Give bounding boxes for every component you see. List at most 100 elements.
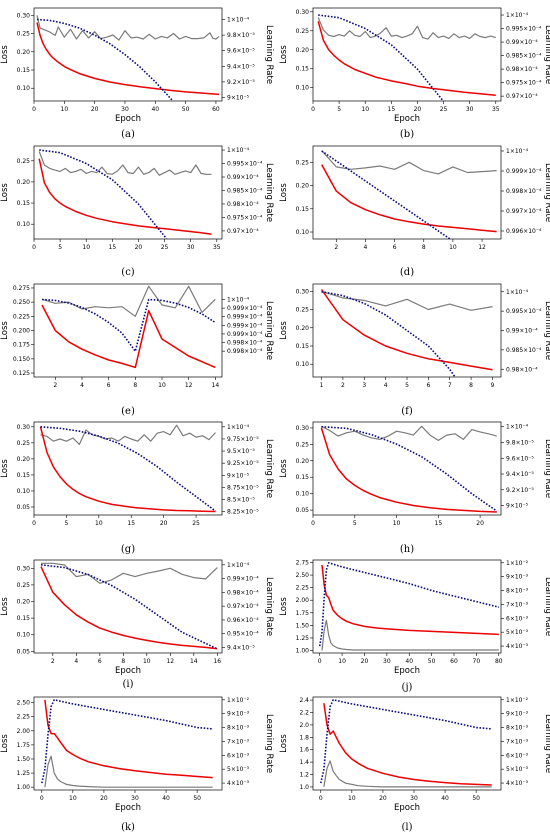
y-tick-label: 1.50 [296, 622, 310, 629]
x-tick-label: 0 [318, 658, 322, 665]
x-tick-label: 12 [166, 658, 174, 665]
y-tick-label: 0.05 [17, 504, 31, 511]
y2-axis-label: Learning Rate [543, 301, 550, 360]
y-tick-label: 0.20 [296, 325, 310, 332]
y-tick-label: 1.6 [299, 747, 309, 754]
series-line-loss-red [323, 703, 492, 786]
series-line-loss-gray [323, 760, 492, 788]
y-tick-label: 1.50 [17, 756, 31, 763]
y2-tick-label: 5×10⁻³ [506, 629, 529, 636]
x-tick-label: 15 [435, 520, 443, 527]
panel-label: (k) [121, 822, 135, 833]
x-tick-label: 6 [98, 658, 102, 665]
y-tick-label: 0.20 [296, 47, 310, 54]
y2-tick-label: 6×10⁻³ [506, 752, 529, 759]
x-tick-label: 20 [361, 658, 369, 665]
y2-tick-label: 1×10⁻⁴ [227, 17, 250, 24]
x-tick-label: 20 [379, 795, 387, 802]
y2-tick-label: 0.975×10⁻⁴ [227, 214, 263, 221]
chart-panel: 2 4 6 8 10 12 0.10 0.15 0.20 0.25 0.996×10⁻⁴ 0.997×… [279, 145, 550, 278]
chart-panel: 2 4 6 8 10 12 14 0.125 0.150 0.175 0.200 0.225 0.250… [0, 283, 274, 417]
y2-tick-label: 0.997×10⁻⁴ [506, 208, 542, 215]
x-tick-label: 50 [472, 795, 480, 802]
x-tick-label: 14 [190, 658, 198, 665]
series-line-loss-red [321, 564, 499, 636]
y-tick-label: 0.15 [296, 66, 310, 73]
y-tick-label: 0.25 [17, 31, 31, 38]
panel-label: (i) [122, 679, 133, 690]
panel-label: (b) [400, 129, 414, 140]
x-tick-label: 2 [53, 382, 57, 389]
y-tick-label: 1.8 [299, 734, 309, 741]
y-tick-label: 0.10 [17, 488, 31, 495]
series-line-learning-rate [321, 290, 456, 377]
series-line-loss-red [320, 289, 493, 371]
y-tick-label: 0.20 [17, 456, 31, 463]
x-axis-label: Epoch [115, 803, 141, 813]
chart-panel: 0 10 20 30 40 50 60 70 80 1.00 1.25 1.50 1.75 2.00 2.2… [279, 560, 550, 693]
x-tick-label: 0 [32, 244, 36, 251]
y2-axis-label: Learning Rate [264, 439, 274, 498]
x-axis-label: Epoch [394, 803, 420, 813]
x-tick-label: 0 [40, 795, 44, 802]
x-tick-label: 5 [405, 382, 409, 389]
x-tick-label: 8 [121, 658, 125, 665]
series-line-loss-gray [44, 755, 213, 788]
y-axis-label: Loss [0, 183, 10, 202]
x-tick-label: 50 [182, 106, 190, 113]
y2-tick-label: 9.5×10⁻⁵ [227, 448, 255, 455]
y-tick-label: 2.25 [17, 714, 31, 721]
y-tick-label: 0.05 [17, 648, 31, 655]
series-line-loss-red [38, 158, 212, 236]
y-axis-label: Loss [0, 321, 10, 340]
y2-tick-label: 1×10⁻⁴ [506, 289, 529, 296]
y-axis-label: Loss [279, 45, 289, 64]
x-tick-label: 4 [74, 658, 78, 665]
series-line-loss-red [36, 22, 220, 96]
y2-tick-label: 0.999×10⁻⁴ [227, 314, 263, 321]
x-axis-label: Epoch [394, 666, 420, 676]
x-tick-label: 30 [466, 106, 474, 113]
y-tick-label: 0.20 [296, 458, 310, 465]
y2-axis-label: Learning Rate [543, 577, 550, 636]
x-tick-label: 10 [361, 106, 369, 113]
y-tick-label: 1.4 [299, 759, 309, 766]
series-line-loss-gray [38, 151, 212, 176]
y2-tick-label: 8.25×10⁻⁵ [227, 509, 259, 516]
x-tick-label: 35 [492, 106, 500, 113]
y2-tick-label: 0.996×10⁻⁴ [506, 228, 542, 235]
panel-label: (l) [401, 822, 412, 833]
series-line-loss-red [44, 699, 213, 779]
y2-tick-label: 9×10⁻³ [227, 711, 250, 718]
series-line-loss-gray [41, 562, 218, 584]
y-tick-label: 0.125 [13, 370, 30, 377]
plot-frame [312, 421, 502, 516]
series-line-loss-red [41, 304, 216, 369]
y2-tick-label: 4×10⁻³ [506, 643, 529, 650]
y2-tick-label: 7×10⁻³ [506, 738, 529, 745]
y2-axis-label: Learning Rate [543, 25, 550, 84]
x-tick-label: 6 [426, 382, 430, 389]
panel-label: (f) [401, 406, 413, 417]
x-tick-label: 30 [410, 795, 418, 802]
series-line-learning-rate [40, 426, 216, 512]
y-tick-label: 0.20 [17, 179, 31, 186]
y2-tick-label: 0.995×10⁻⁴ [506, 26, 542, 33]
y2-tick-label: 0.97×10⁻⁴ [227, 603, 259, 610]
x-tick-label: 80 [495, 658, 503, 665]
series-line-loss-gray [36, 15, 220, 41]
y2-tick-label: 0.975×10⁻⁴ [506, 80, 542, 87]
plot-frame [33, 283, 223, 378]
chart-panel: 1 2 3 4 5 6 7 8 9 0.10 0.15 0.20 0.25 0.30 0.98×10⁻⁴ 0.… [279, 283, 550, 417]
y-tick-label: 2.0 [299, 722, 309, 729]
plot-frame [33, 145, 223, 240]
y2-tick-label: 0.99×10⁻⁴ [227, 174, 259, 181]
x-tick-label: 0 [32, 106, 36, 113]
y2-tick-label: 8×10⁻³ [227, 725, 250, 732]
y-axis-label: Loss [0, 734, 10, 753]
y2-tick-label: 0.98×10⁻⁴ [506, 366, 538, 373]
y2-axis-label: Learning Rate [264, 25, 274, 84]
y2-tick-label: 7×10⁻³ [227, 738, 250, 745]
panel-label: (d) [400, 267, 414, 278]
y-tick-label: 0.30 [17, 565, 31, 572]
